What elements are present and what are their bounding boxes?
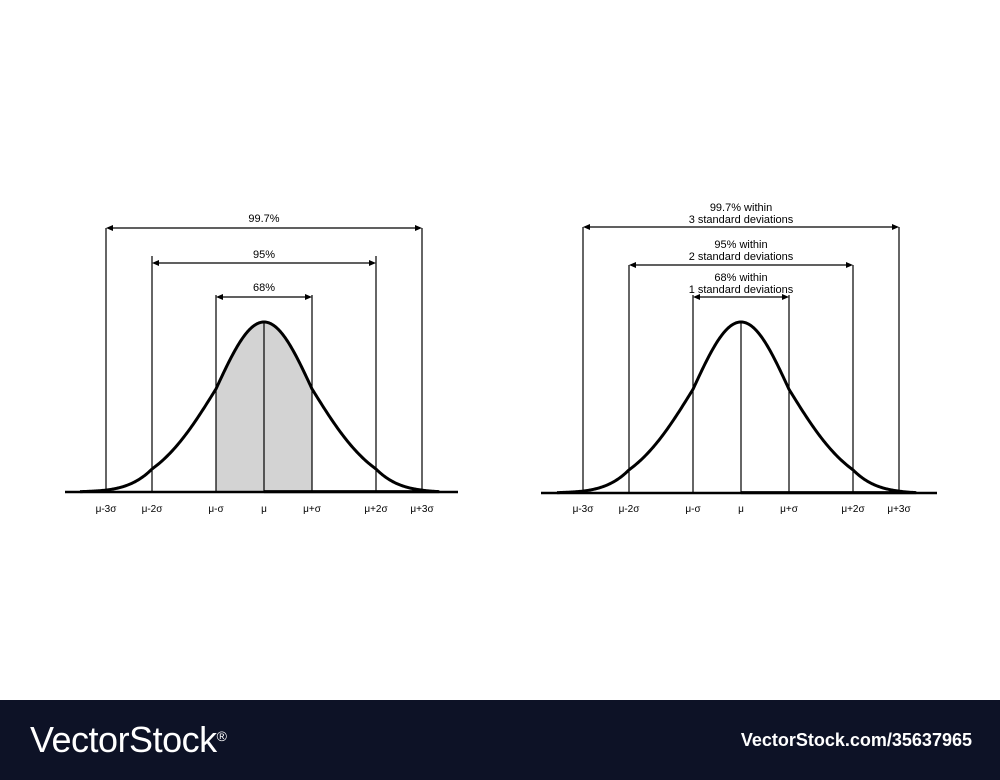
tick-label: μ+σ: [780, 504, 799, 515]
vectorstock-logo[interactable]: VectorStock®: [30, 719, 227, 760]
tick-label: μ+2σ: [364, 504, 388, 515]
tick-label: μ-2σ: [619, 504, 641, 515]
tick-label: μ+3σ: [410, 504, 434, 515]
arrowhead-left: [693, 294, 700, 300]
empirical-rule-chart-shaded: μ-3σ μ-2σ μ-σ μ μ+σ μ+2σ μ+3σ 99.7% 95% 68%: [65, 213, 458, 515]
interval-label-detail: 2 standard deviations: [689, 251, 794, 263]
tick-label: μ-2σ: [142, 504, 164, 515]
interval-label: 99.7% within: [710, 202, 772, 214]
arrowhead-right: [415, 225, 422, 231]
interval-label: 95%: [253, 249, 275, 261]
arrowhead-right: [846, 262, 853, 268]
interval-label: 95% within: [714, 239, 767, 251]
arrowhead-right: [782, 294, 789, 300]
interval-label: 68%: [253, 282, 275, 294]
interval-label-detail: 1 standard deviations: [689, 284, 794, 296]
image-id: VectorStock.com/35637965: [740, 730, 972, 750]
arrowhead-left: [106, 225, 113, 231]
normal-curve: [556, 320, 917, 495]
tick-label: μ-3σ: [96, 504, 118, 515]
interval-label: 99.7%: [248, 213, 279, 225]
tick-label: μ: [261, 504, 267, 515]
interval-label-detail: 3 standard deviations: [689, 214, 794, 226]
arrowhead-left: [583, 224, 590, 230]
watermark-footer: VectorStock® VectorStock.com/35637965: [0, 700, 1000, 780]
arrowhead-left: [629, 262, 636, 268]
arrowhead-right: [305, 294, 312, 300]
tick-label: μ+3σ: [887, 504, 911, 515]
tick-label: μ-3σ: [573, 504, 595, 515]
arrowhead-right: [892, 224, 899, 230]
tick-label: μ: [738, 504, 744, 515]
tick-label: μ-σ: [685, 504, 701, 515]
tick-label: μ+2σ: [841, 504, 865, 515]
tick-label: μ-σ: [208, 504, 224, 515]
interval-label: 68% within: [714, 272, 767, 284]
arrowhead-left: [216, 294, 223, 300]
tick-label: μ+σ: [303, 504, 322, 515]
arrowhead-right: [369, 260, 376, 266]
arrowhead-left: [152, 260, 159, 266]
